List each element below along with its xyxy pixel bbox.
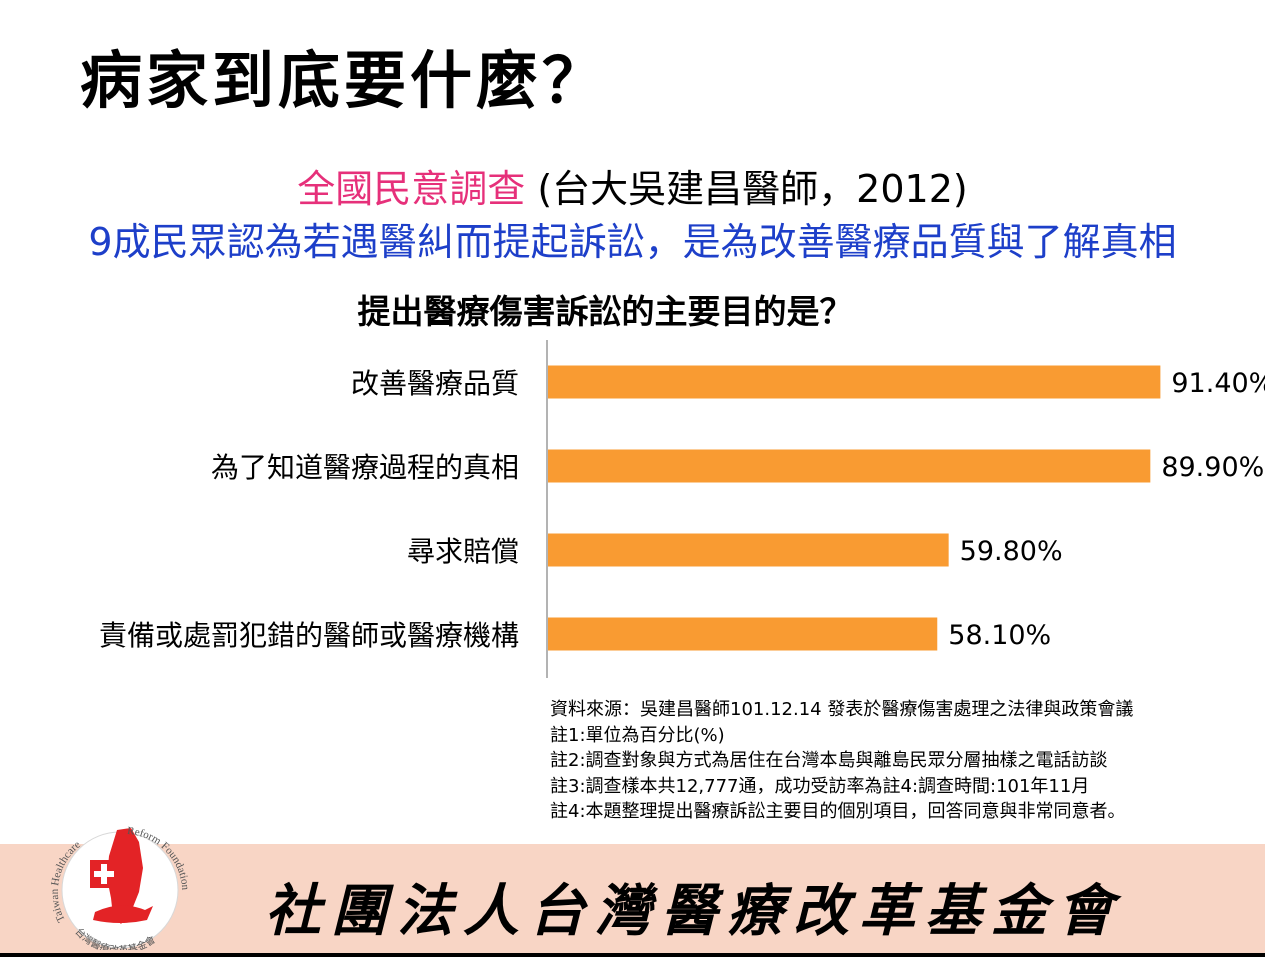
survey-name: 全國民意調查 <box>297 167 526 211</box>
bar <box>548 365 1161 399</box>
category-label: 責備或處罰犯錯的醫師或醫療機構 <box>99 619 519 652</box>
data-label: 89.90% <box>1161 452 1264 483</box>
footer-divider <box>0 953 1265 957</box>
note-line: 註3:調查樣本共12,777通，成功受訪率為註4:調查時間:101年11月 <box>550 775 1090 797</box>
foundation-logo: Taiwan Healthcare Reform Foundation 台灣醫療… <box>49 825 192 950</box>
slide-title: 病家到底要什麼？ <box>80 44 609 117</box>
bar <box>548 449 1151 483</box>
note-line: 資料來源：吳建昌醫師101.12.14 發表於醫療傷害處理之法律與政策會議 <box>550 699 1134 720</box>
bar-chart: 改善醫療品質 91.40% 為了知道醫療過程的真相 89.90% 尋求賠償 59.80% 責… <box>99 340 1265 678</box>
bar <box>548 617 938 651</box>
note-line: 註2:調查對象與方式為居住在台灣本島與離島民眾分層抽樣之電話訪談 <box>550 750 1108 771</box>
survey-source: (台大吳建昌醫師，2012) <box>525 167 968 211</box>
foundation-name: 社團法人台灣醫療改革基金會 <box>265 878 1123 944</box>
taiwan-map-icon <box>107 828 143 924</box>
category-label: 為了知道醫療過程的真相 <box>211 451 519 484</box>
note-line: 註4:本題整理提出醫療訴訟主要目的個別項目，回答同意與非常同意者。 <box>550 801 1126 822</box>
source-notes: 資料來源：吳建昌醫師101.12.14 發表於醫療傷害處理之法律與政策會議 註1… <box>550 697 1133 825</box>
survey-finding: 9成民眾認為若遇醫糾而提起訴訟，是為改善醫療品質與了解真相 <box>88 220 1177 264</box>
category-label: 改善醫療品質 <box>351 367 519 400</box>
footer-band <box>0 844 1265 957</box>
bar <box>548 533 949 567</box>
survey-subtitle: 全國民意調查 (台大吳建昌醫師，2012) <box>0 158 1265 213</box>
data-label: 59.80% <box>960 536 1063 567</box>
data-label: 58.10% <box>948 620 1051 651</box>
note-line: 註1:單位為百分比(%) <box>550 724 725 746</box>
chart-title: 提出醫療傷害訴訟的主要目的是？ <box>357 292 853 331</box>
caring-hand-icon <box>93 905 153 923</box>
data-label: 91.40% <box>1171 368 1265 399</box>
category-label: 尋求賠償 <box>407 535 519 568</box>
